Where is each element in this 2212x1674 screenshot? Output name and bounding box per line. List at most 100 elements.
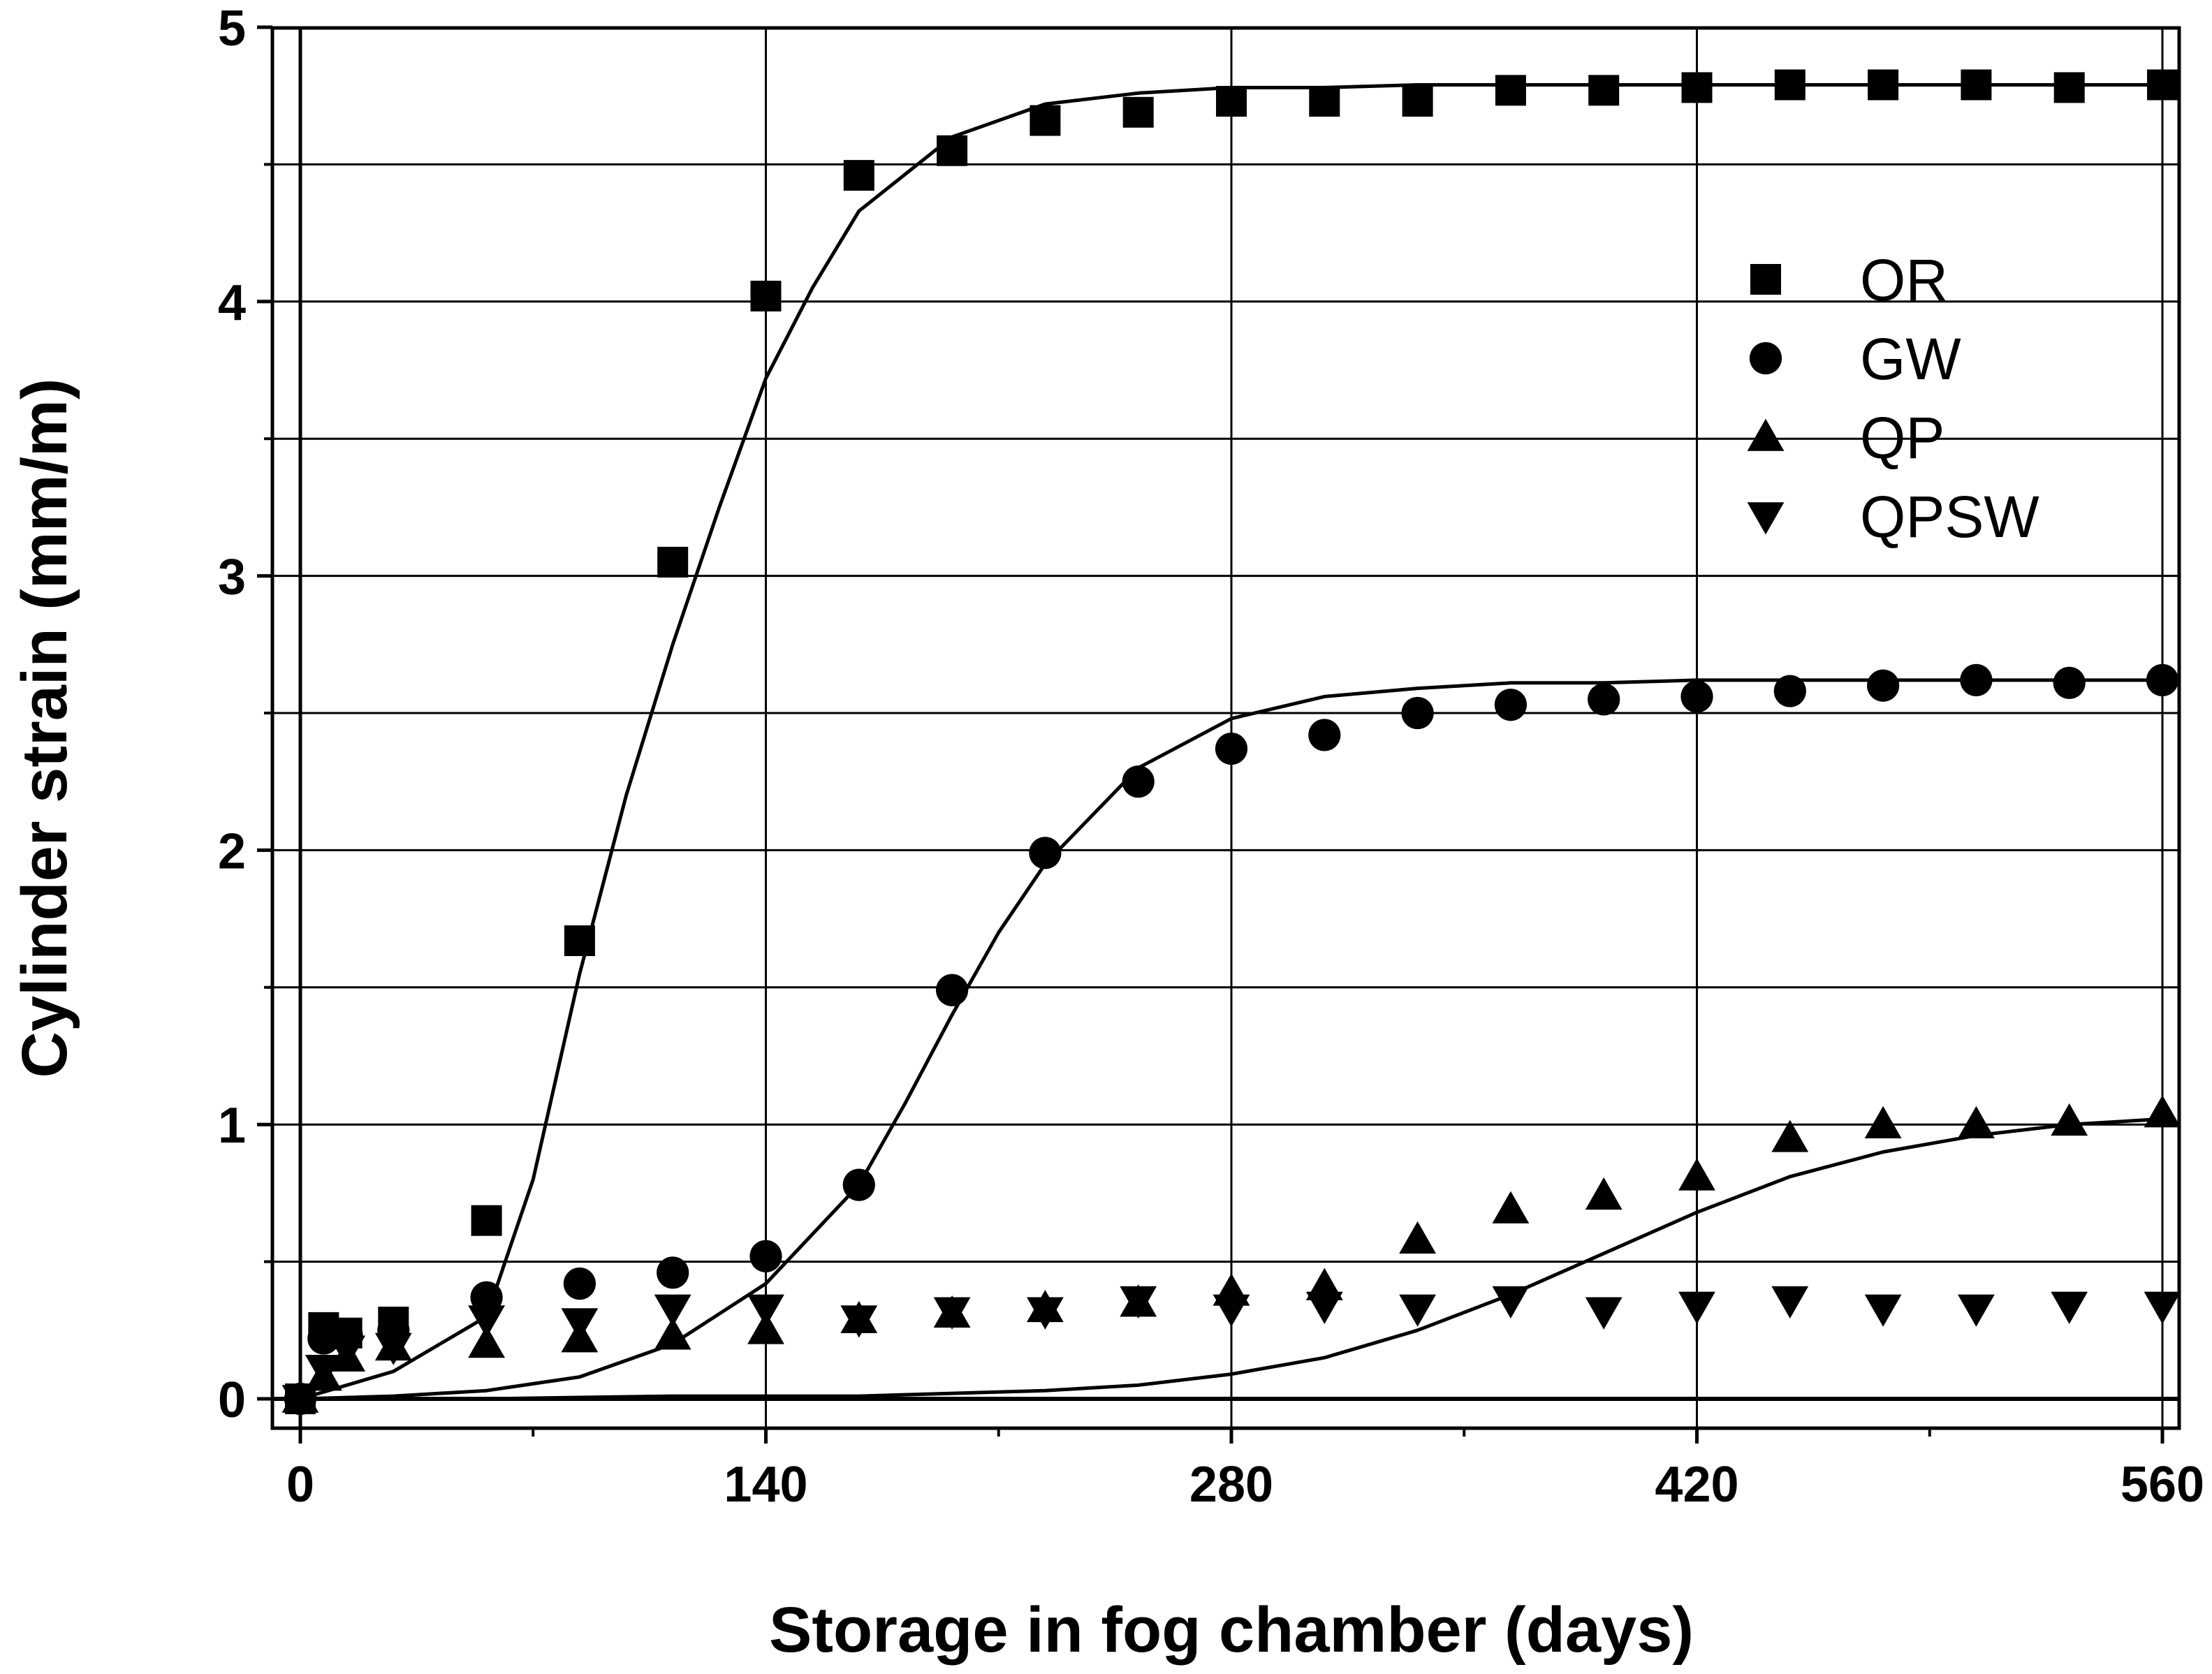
data-point-or: [1961, 69, 1992, 101]
data-point-or: [2053, 72, 2085, 103]
data-point-gw: [1215, 732, 1248, 765]
data-point-or: [1774, 69, 1806, 101]
data-point-qpsw: [374, 1332, 412, 1365]
data-point-qpsw: [1120, 1286, 1157, 1319]
data-point-gw: [842, 1168, 875, 1201]
data-point-or: [657, 546, 689, 578]
data-point-qpsw: [840, 1305, 878, 1338]
data-point-qp: [2051, 1103, 2088, 1136]
data-point-qp: [468, 1326, 505, 1358]
data-point-qpsw: [1958, 1294, 1995, 1327]
data-point-or: [1402, 86, 1433, 117]
data-point-qpsw: [1585, 1297, 1623, 1330]
data-point-qp: [1771, 1119, 1809, 1152]
legend-marker-gw: [1749, 342, 1782, 375]
data-point-gw: [1401, 696, 1434, 730]
data-point-or: [1030, 105, 1061, 136]
data-point-or: [1868, 69, 1899, 101]
data-point-gw: [749, 1240, 782, 1272]
data-point-qpsw: [281, 1385, 319, 1418]
legend-label-or: OR: [1860, 247, 1948, 313]
data-point-qpsw: [1678, 1291, 1715, 1324]
y-tick-label: 0: [218, 1372, 246, 1428]
data-point-qpsw: [2051, 1291, 2088, 1324]
data-point-qp: [747, 1312, 784, 1344]
x-tick-label: 280: [1189, 1457, 1273, 1513]
x-tick-label: 420: [1655, 1457, 1738, 1513]
data-point-qpsw: [1305, 1291, 1343, 1324]
data-point-qp: [1399, 1221, 1436, 1254]
x-axis-title: Storage in fog chamber (days): [769, 1594, 1694, 1666]
data-point-or: [1588, 75, 1620, 106]
y-tick-label: 4: [218, 275, 246, 331]
data-point-gw: [1867, 669, 1900, 702]
y-tick-label: 2: [218, 823, 246, 879]
data-point-or: [843, 160, 874, 191]
fit-curve-qp: [300, 1117, 2163, 1401]
data-point-gw: [1773, 675, 1806, 707]
data-point-gw: [470, 1281, 503, 1314]
data-point-qpsw: [328, 1335, 366, 1368]
data-point-gw: [1680, 680, 1713, 713]
data-point-qpsw: [1027, 1297, 1064, 1330]
data-point-qp: [1585, 1177, 1623, 1210]
data-point-qpsw: [2144, 1291, 2181, 1324]
data-point-qpsw: [1771, 1286, 1809, 1319]
data-point-gw: [1122, 765, 1155, 798]
data-point-gw: [2146, 663, 2179, 696]
data-point-or: [750, 280, 782, 311]
data-point-qp: [1678, 1158, 1715, 1191]
data-point-qp: [2144, 1095, 2181, 1128]
data-point-or: [1681, 72, 1713, 103]
x-tick-label: 560: [2121, 1457, 2204, 1513]
legend: OR GW QP QPSW: [1747, 247, 2039, 550]
data-point-gw: [2053, 666, 2086, 699]
data-point-gw: [657, 1256, 689, 1289]
legend-label-qp: QP: [1860, 405, 1944, 471]
legend-label-gw: GW: [1860, 326, 1961, 392]
plot-frame: [270, 26, 2181, 1430]
data-point-or: [471, 1205, 502, 1236]
data-point-qpsw: [933, 1297, 971, 1330]
y-tick-label: 5: [218, 1, 246, 57]
y-axis-title: Cylinder strain (mm/m): [9, 379, 80, 1078]
data-points: [281, 69, 2181, 1418]
data-point-gw: [1029, 837, 1062, 869]
data-point-qpsw: [1864, 1294, 1902, 1327]
tick-labels: 0 1 2 3 4 5 0 140 280 420 560: [218, 1, 2204, 1513]
legend-marker-or: [1750, 264, 1781, 295]
axes: [270, 26, 2181, 1430]
data-point-qpsw: [468, 1305, 505, 1338]
data-point-or: [937, 135, 968, 166]
data-point-gw: [1308, 719, 1341, 751]
data-point-qp: [1492, 1191, 1530, 1224]
data-point-or: [564, 925, 595, 957]
y-tick-label: 1: [218, 1098, 246, 1154]
data-point-or: [1122, 96, 1154, 128]
grid: [272, 28, 2179, 1428]
data-point-qpsw: [1213, 1294, 1250, 1327]
data-point-qpsw: [654, 1294, 691, 1327]
data-point-qp: [1864, 1106, 1902, 1138]
legend-marker-qpsw: [1747, 502, 1785, 535]
y-tick-label: 3: [218, 550, 246, 605]
data-point-qpsw: [305, 1354, 342, 1388]
legend-label-qpsw: QPSW: [1860, 484, 2039, 550]
data-point-gw: [1960, 663, 1993, 696]
x-tick-label: 0: [286, 1457, 314, 1513]
legend-marker-qp: [1747, 418, 1785, 451]
data-point-gw: [1494, 689, 1527, 721]
data-point-or: [1309, 86, 1340, 117]
data-point-gw: [563, 1267, 596, 1300]
x-tick-label: 140: [724, 1457, 807, 1513]
data-point-qpsw: [1399, 1294, 1436, 1327]
data-point-gw: [1588, 683, 1620, 716]
data-point-qp: [654, 1317, 691, 1350]
data-point-or: [2147, 69, 2178, 101]
data-point-qpsw: [747, 1294, 784, 1327]
data-point-qp: [1958, 1106, 1995, 1138]
data-point-or: [1495, 75, 1526, 106]
data-point-qpsw: [561, 1308, 599, 1341]
data-point-qpsw: [1492, 1286, 1530, 1319]
